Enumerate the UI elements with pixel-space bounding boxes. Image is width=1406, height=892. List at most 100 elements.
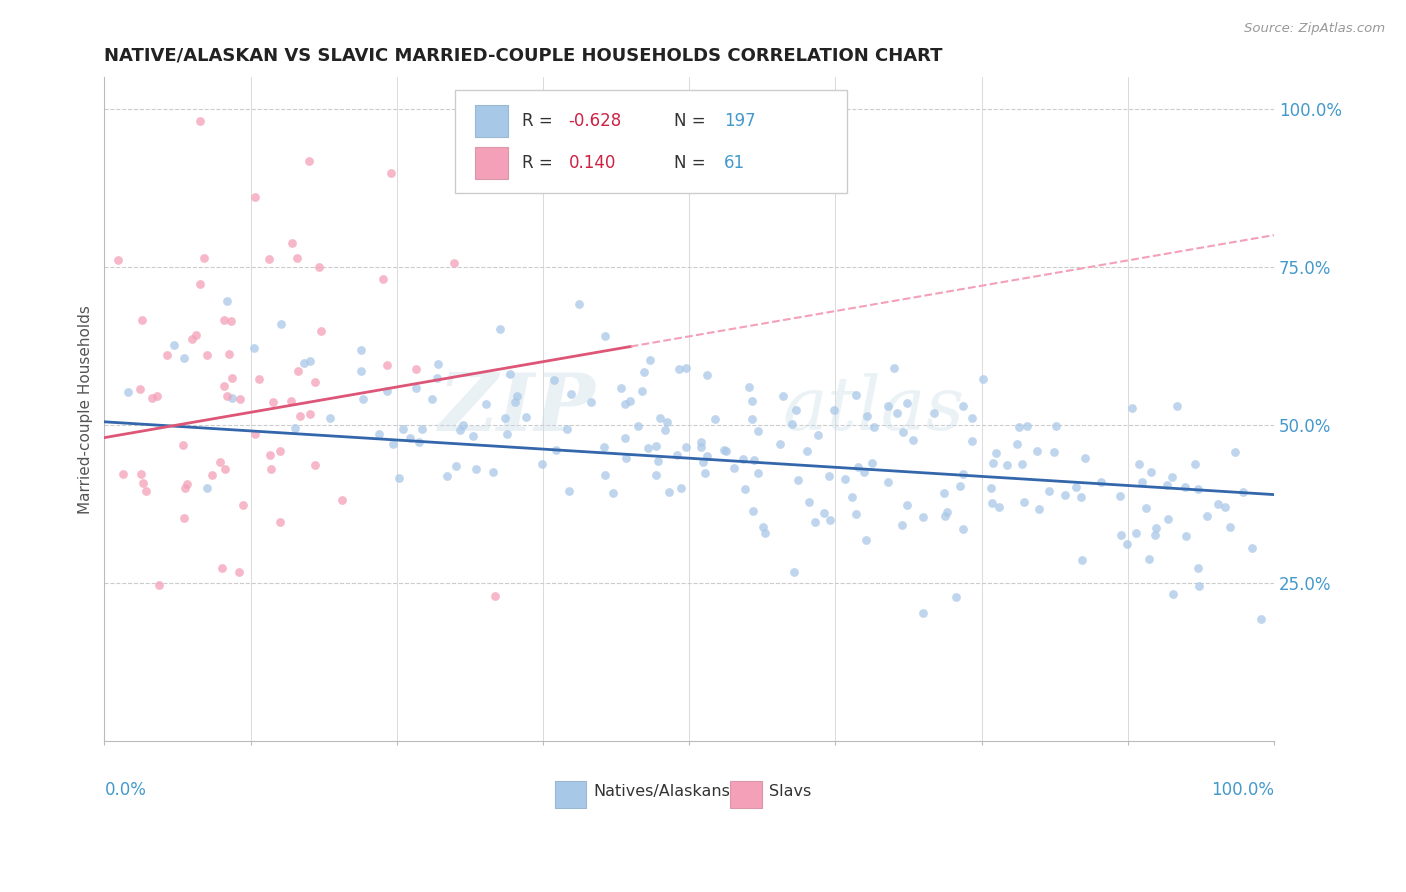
Point [595,467,617,482]
Point [690,440,713,454]
Point [380,166,402,180]
Point [232,498,254,512]
Point [1140,465,1163,479]
Point [579,394,602,409]
Point [981,456,1004,470]
Point [1090,475,1112,489]
Point [181,332,204,346]
Point [173,351,195,365]
Point [257,252,280,267]
Point [270,317,292,331]
Point [675,361,697,376]
Point [602,486,624,500]
Point [228,565,250,579]
Point [352,392,374,406]
Point [568,297,591,311]
Point [901,434,924,448]
Point [741,394,763,409]
Point [945,590,967,604]
Point [443,256,465,270]
Point [1074,450,1097,465]
Point [285,252,308,266]
Point [304,375,326,389]
Point [146,389,169,403]
Point [637,442,659,456]
Point [1157,512,1180,526]
Point [619,394,641,409]
Point [841,490,863,504]
Point [269,515,291,529]
Point [846,459,869,474]
Point [984,446,1007,460]
Text: ZIP: ZIP [439,370,596,448]
Point [834,472,856,486]
Point [482,465,505,479]
Point [860,456,883,470]
Point [592,440,614,454]
Point [747,466,769,480]
Point [1208,497,1230,511]
Point [1250,612,1272,626]
Point [675,440,697,454]
Point [218,346,240,360]
Point [464,462,486,476]
Point [375,359,398,373]
Point [696,450,718,464]
Point [375,384,398,399]
Point [184,327,207,342]
Point [290,409,312,423]
Point [399,431,422,445]
Point [980,481,1002,495]
Text: 61: 61 [724,154,745,172]
Point [214,379,236,393]
Point [1144,528,1167,542]
Point [1064,480,1087,494]
Point [631,384,654,398]
Point [650,411,672,425]
Point [952,522,974,536]
Text: NATIVE/ALASKAN VS SLAVIC MARRIED-COUPLE HOUSEHOLDS CORRELATION CHART: NATIVE/ALASKAN VS SLAVIC MARRIED-COUPLE … [104,46,943,64]
Point [655,415,678,429]
Point [212,313,235,327]
Point [245,427,267,442]
FancyBboxPatch shape [475,105,508,137]
Point [1174,480,1197,494]
Point [489,321,512,335]
Point [298,354,321,368]
Point [1144,520,1167,534]
Point [896,498,918,512]
Point [734,482,756,496]
Point [1241,541,1264,556]
Point [853,466,876,480]
Point [633,365,655,379]
Point [614,431,637,445]
Text: R =: R = [522,154,558,172]
Point [1215,500,1237,514]
Point [304,458,326,472]
Point [436,469,458,483]
Point [769,437,792,451]
Point [786,473,808,487]
Point [309,324,332,338]
Point [972,372,994,386]
Point [713,442,735,457]
Point [284,421,307,435]
Point [614,397,637,411]
Point [995,458,1018,472]
Point [614,450,637,465]
Point [269,443,291,458]
Point [420,392,443,406]
Point [863,419,886,434]
Point [350,343,373,358]
Point [1161,469,1184,483]
Point [738,380,761,394]
Point [221,391,243,405]
Point [1187,561,1209,575]
FancyBboxPatch shape [475,147,508,179]
Point [733,451,755,466]
Point [259,448,281,462]
Point [1184,457,1206,471]
Point [796,444,818,458]
Point [960,434,983,448]
Point [330,492,353,507]
